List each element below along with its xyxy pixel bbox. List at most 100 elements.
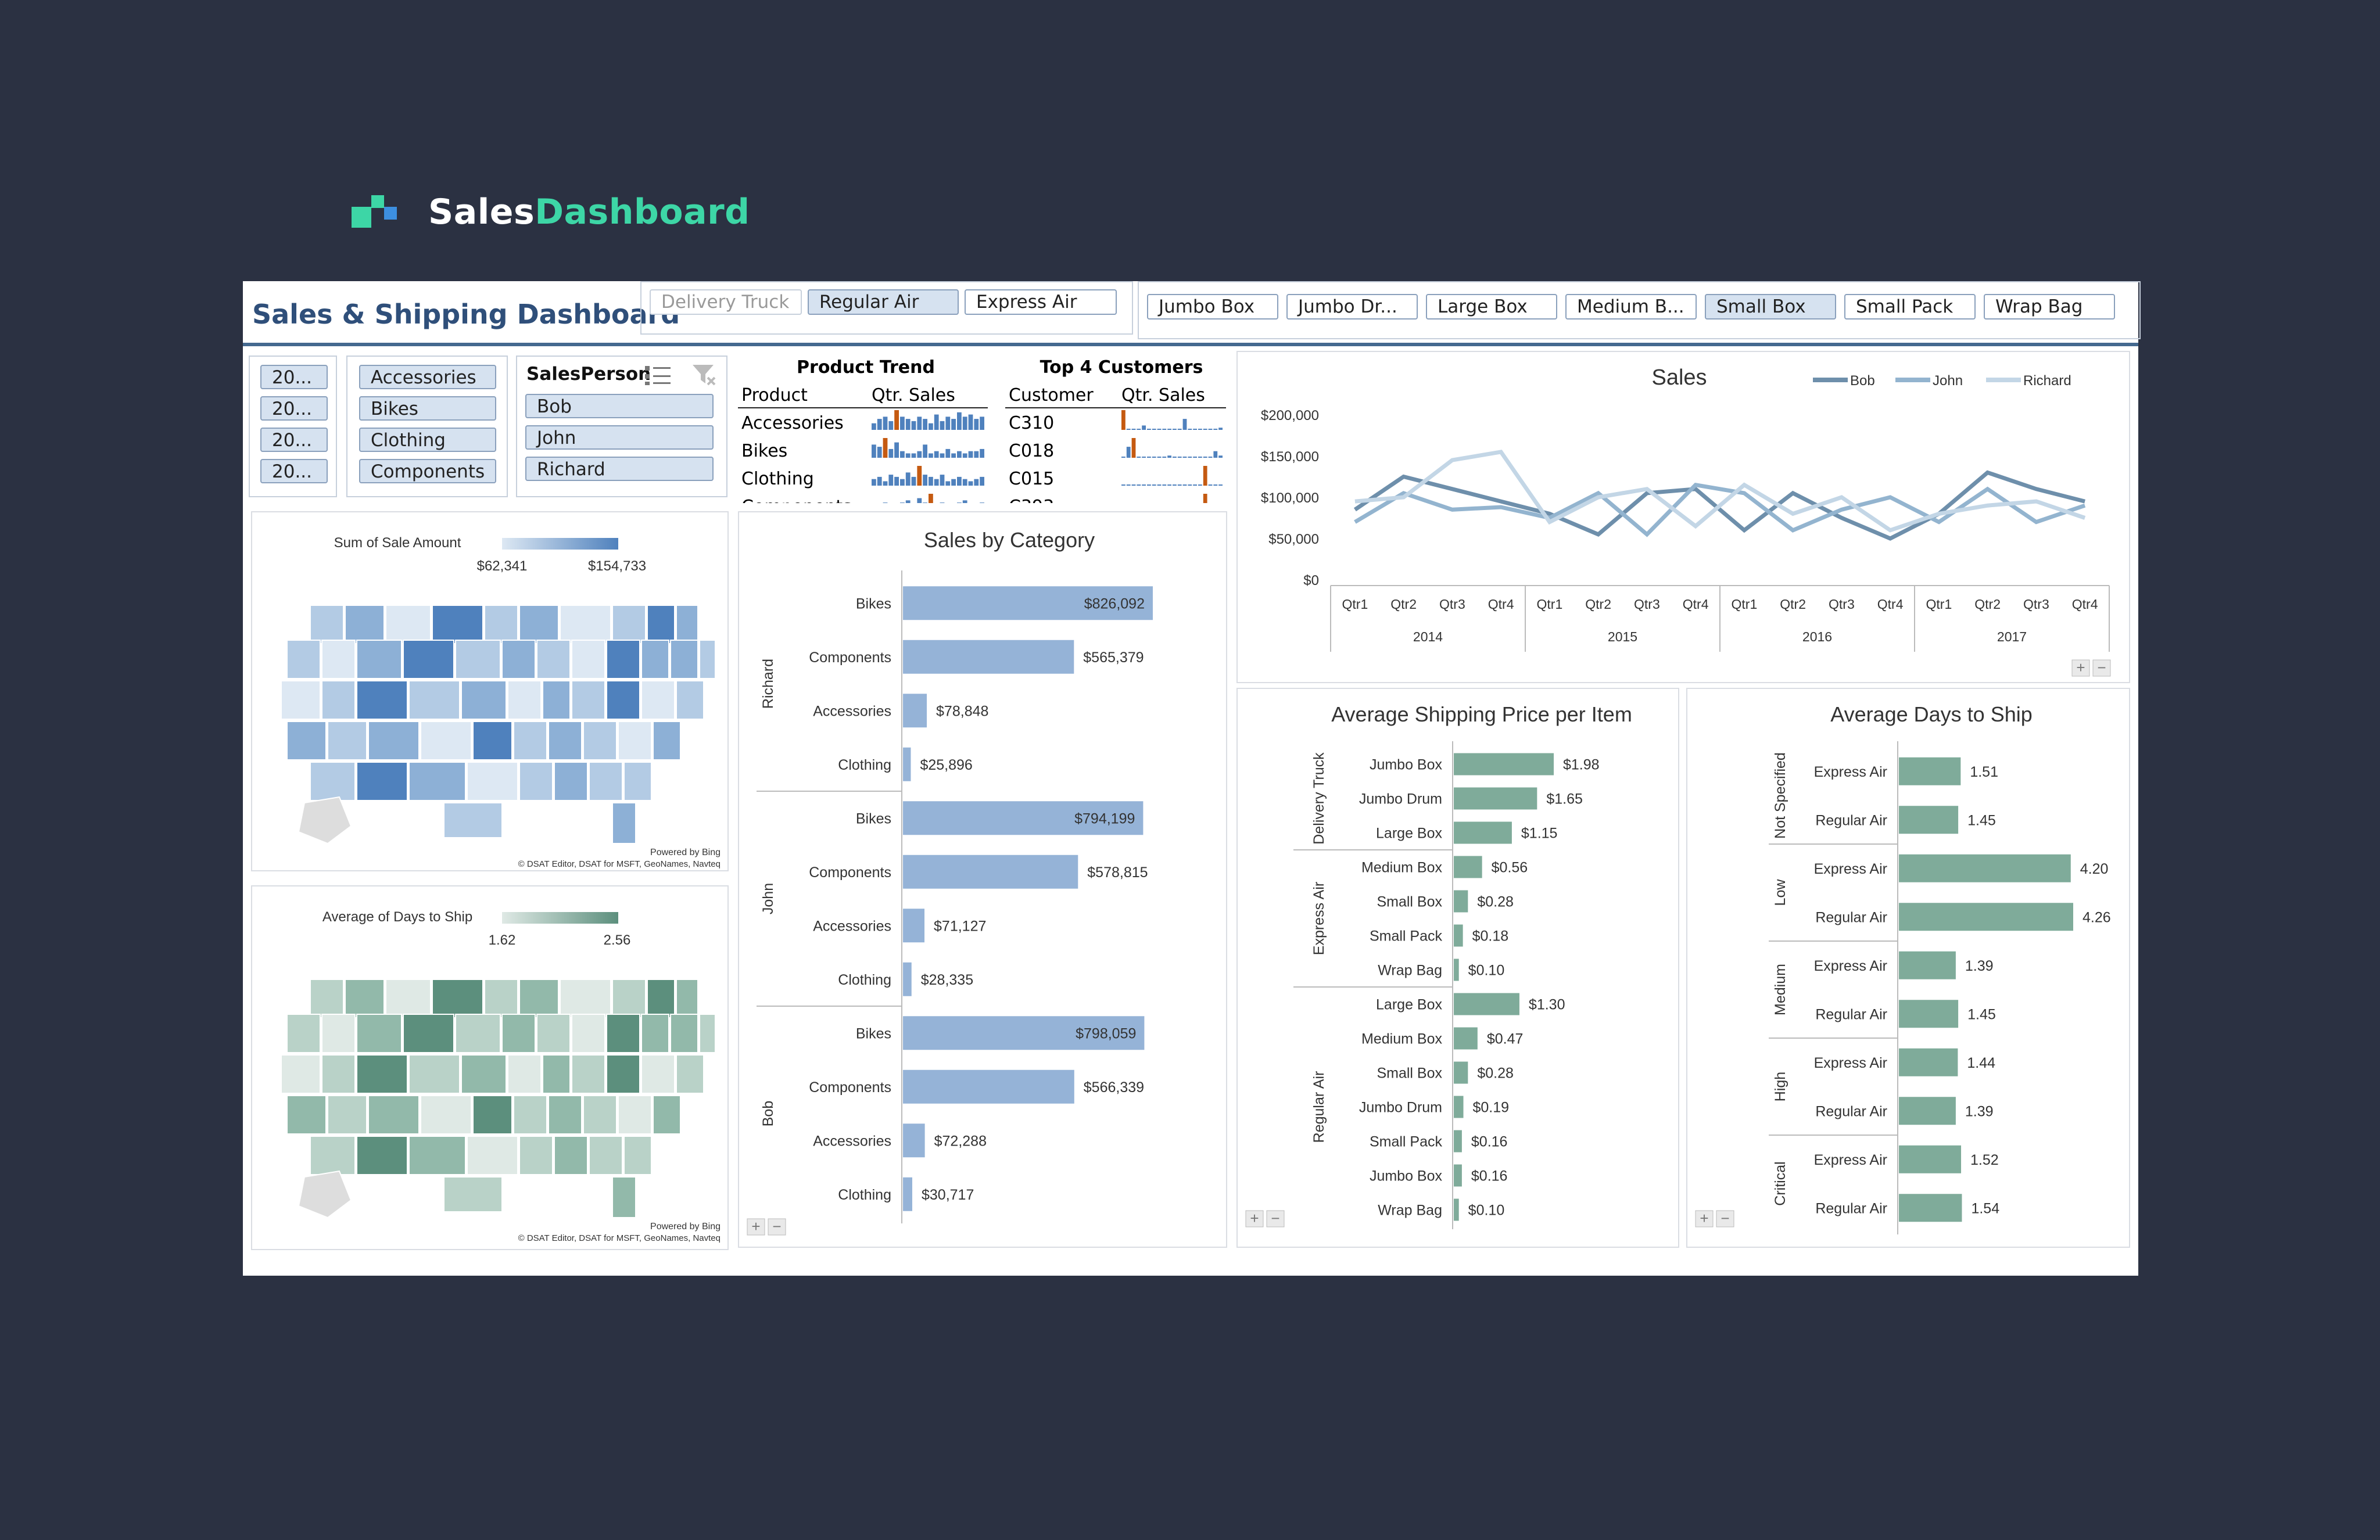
map-region[interactable] bbox=[612, 802, 636, 844]
map-region[interactable] bbox=[641, 640, 669, 679]
bar[interactable] bbox=[1899, 903, 2073, 931]
expand-button[interactable] bbox=[1245, 1210, 1264, 1227]
map-region[interactable] bbox=[618, 721, 652, 760]
map-region[interactable] bbox=[286, 1095, 327, 1135]
map-region[interactable] bbox=[606, 640, 640, 679]
category-option[interactable]: Clothing bbox=[359, 428, 496, 452]
map-region[interactable] bbox=[321, 1014, 356, 1053]
map-region[interactable] bbox=[676, 680, 704, 720]
bar[interactable] bbox=[1454, 1130, 1462, 1153]
map-region[interactable] bbox=[408, 680, 460, 720]
clear-filter-icon[interactable] bbox=[690, 362, 717, 387]
map-region[interactable] bbox=[403, 1014, 454, 1053]
map-region[interactable] bbox=[408, 1054, 460, 1094]
year-option[interactable]: 20... bbox=[260, 396, 328, 421]
map-region[interactable] bbox=[606, 1014, 640, 1053]
bar[interactable] bbox=[1454, 1061, 1468, 1084]
map-region[interactable] bbox=[548, 1095, 582, 1135]
map-region[interactable] bbox=[612, 1176, 636, 1218]
bar[interactable] bbox=[1899, 854, 2071, 882]
map-region[interactable] bbox=[519, 605, 559, 644]
map-region[interactable] bbox=[310, 605, 344, 644]
container-option[interactable]: Small Box bbox=[1705, 294, 1836, 320]
bar[interactable] bbox=[1454, 1027, 1478, 1050]
map-region[interactable] bbox=[467, 1136, 518, 1175]
series-line[interactable] bbox=[1353, 470, 2085, 541]
map-region[interactable] bbox=[345, 605, 385, 644]
map-region[interactable] bbox=[536, 1014, 571, 1053]
map-region[interactable] bbox=[589, 762, 623, 801]
map-region[interactable] bbox=[554, 762, 588, 801]
map-region[interactable] bbox=[641, 1014, 669, 1053]
bar[interactable] bbox=[1899, 1000, 1959, 1028]
map-region[interactable] bbox=[519, 762, 553, 801]
category-option[interactable]: Bikes bbox=[359, 396, 496, 421]
bar[interactable] bbox=[903, 694, 927, 728]
map-region[interactable] bbox=[571, 1054, 605, 1094]
map-region[interactable] bbox=[368, 721, 420, 760]
map-region[interactable] bbox=[501, 1014, 536, 1053]
map-region[interactable] bbox=[472, 721, 512, 760]
bar[interactable] bbox=[1899, 1145, 1962, 1173]
bar[interactable] bbox=[903, 855, 1078, 889]
bar[interactable] bbox=[903, 962, 912, 996]
bar[interactable] bbox=[1899, 1194, 1962, 1222]
map-region[interactable] bbox=[623, 762, 652, 801]
map-region[interactable] bbox=[501, 640, 536, 679]
collapse-button[interactable] bbox=[2092, 659, 2111, 677]
map-region[interactable] bbox=[676, 979, 698, 1018]
map-region[interactable] bbox=[310, 1136, 356, 1175]
salesperson-option[interactable]: John bbox=[525, 425, 714, 450]
map-region[interactable] bbox=[589, 1136, 623, 1175]
bar[interactable] bbox=[1899, 1048, 1958, 1076]
map-region[interactable] bbox=[484, 979, 518, 1018]
bar[interactable] bbox=[903, 747, 911, 781]
salesperson-option[interactable]: Richard bbox=[525, 457, 714, 481]
year-option[interactable]: 20... bbox=[260, 365, 328, 389]
map-region[interactable] bbox=[286, 1014, 321, 1053]
map-region[interactable] bbox=[571, 680, 605, 720]
bar[interactable] bbox=[1899, 951, 1956, 979]
container-option[interactable]: Small Pack bbox=[1844, 294, 1976, 320]
map-region[interactable] bbox=[321, 680, 356, 720]
bar[interactable] bbox=[903, 1123, 925, 1158]
map-region[interactable] bbox=[560, 979, 611, 1018]
map-region[interactable] bbox=[670, 640, 698, 679]
bar[interactable] bbox=[903, 1177, 912, 1211]
map-region[interactable] bbox=[327, 1095, 367, 1135]
map-region[interactable] bbox=[507, 680, 542, 720]
map-region[interactable] bbox=[612, 605, 646, 644]
map-region[interactable] bbox=[286, 721, 327, 760]
map-region[interactable] bbox=[542, 680, 571, 720]
container-option[interactable]: Medium B... bbox=[1565, 294, 1697, 320]
bar[interactable] bbox=[1899, 757, 1961, 785]
map-region[interactable] bbox=[356, 1054, 408, 1094]
container-option[interactable]: Wrap Bag bbox=[1984, 294, 2115, 320]
map-region[interactable] bbox=[281, 680, 321, 720]
bar[interactable] bbox=[1454, 1164, 1462, 1187]
container-option[interactable]: Jumbo Box bbox=[1147, 294, 1278, 320]
multi-select-icon[interactable] bbox=[643, 362, 673, 387]
container-option[interactable]: Jumbo Dr... bbox=[1286, 294, 1418, 320]
bar[interactable] bbox=[903, 909, 925, 943]
map-region[interactable] bbox=[420, 721, 472, 760]
map-region[interactable] bbox=[519, 979, 559, 1018]
bar[interactable] bbox=[903, 1069, 1074, 1104]
map-region[interactable] bbox=[571, 1014, 605, 1053]
map-region[interactable] bbox=[385, 605, 431, 644]
bar[interactable] bbox=[1454, 924, 1463, 947]
map-region[interactable] bbox=[653, 721, 681, 760]
map-region[interactable] bbox=[606, 680, 640, 720]
bar[interactable] bbox=[1454, 753, 1554, 776]
category-option[interactable]: Components bbox=[359, 459, 496, 483]
map-region[interactable] bbox=[554, 1136, 588, 1175]
map-region[interactable] bbox=[641, 680, 675, 720]
bar[interactable] bbox=[1454, 1096, 1464, 1118]
map-region[interactable] bbox=[536, 640, 571, 679]
ship-mode-option[interactable]: Delivery Truck bbox=[650, 289, 802, 315]
map-region[interactable] bbox=[641, 1054, 675, 1094]
map-region[interactable] bbox=[606, 1054, 640, 1094]
year-option[interactable]: 20... bbox=[260, 428, 328, 452]
map-region[interactable] bbox=[583, 721, 617, 760]
category-option[interactable]: Accessories bbox=[359, 365, 496, 389]
